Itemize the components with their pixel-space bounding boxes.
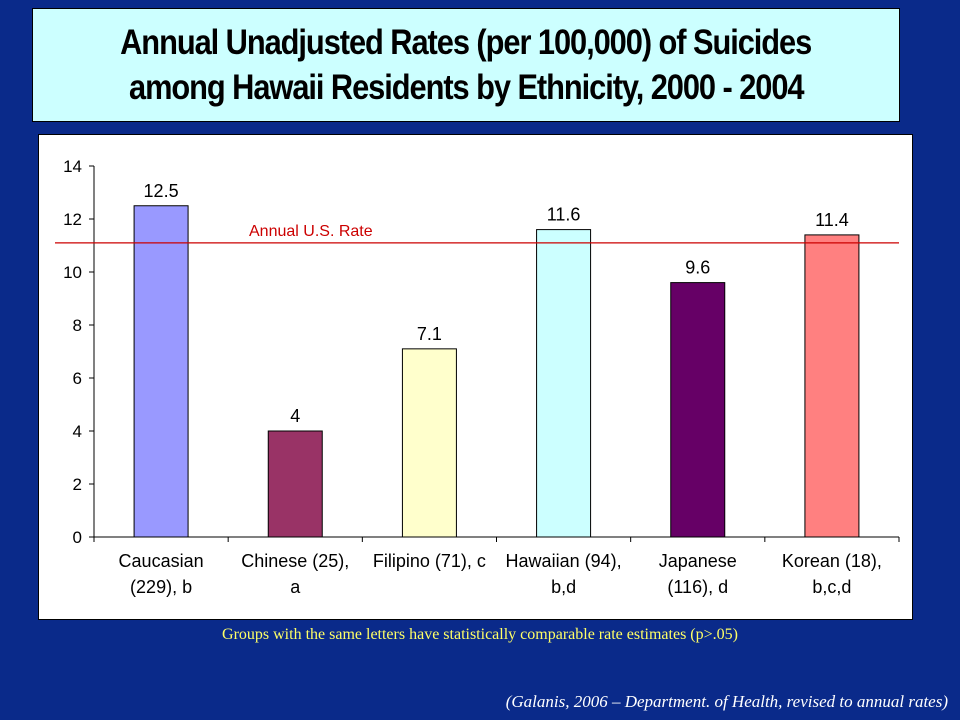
bar bbox=[133, 205, 189, 538]
footnote: Groups with the same letters have statis… bbox=[222, 626, 738, 643]
x-category-label: Chinese (25), bbox=[241, 551, 349, 571]
bar-chart: 0 2 4 6 8 10 12 14 12.5 Caucasian (229), b 4 Chinese… bbox=[55, 157, 900, 597]
x-category-label: (116), d bbox=[667, 577, 728, 597]
y-tick-label: 12 bbox=[63, 210, 82, 229]
chart-title-line-2: among Hawaii Residents by Ethnicity, 200… bbox=[128, 68, 805, 107]
x-category-label: Filipino (71), c bbox=[373, 551, 486, 571]
x-category-label: b,c,d bbox=[812, 577, 851, 597]
y-tick-label: 2 bbox=[73, 475, 82, 494]
x-category-label: a bbox=[290, 577, 301, 597]
y-tick-label: 4 bbox=[73, 422, 82, 441]
chart-area: 0 2 4 6 8 10 12 14 12.5 Caucasian (229), b 4 Chinese… bbox=[38, 134, 913, 620]
bar-value-label: 12.5 bbox=[144, 181, 179, 201]
x-category-label: b,d bbox=[551, 577, 576, 597]
title-box: Annual Unadjusted Rates (per 100,000) of… bbox=[32, 8, 900, 122]
source-citation: (Galanis, 2006 – Department. of Health, … bbox=[505, 692, 948, 711]
y-tick-label: 10 bbox=[63, 263, 82, 282]
x-category-label: Caucasian bbox=[119, 551, 204, 571]
bar-value-label: 7.1 bbox=[417, 324, 442, 344]
x-category-label: Japanese bbox=[659, 551, 737, 571]
bar bbox=[267, 430, 323, 538]
bar bbox=[536, 229, 592, 538]
bar bbox=[670, 282, 726, 538]
chart-title-line-1: Annual Unadjusted Rates (per 100,000) of… bbox=[120, 23, 812, 62]
bar-value-label: 4 bbox=[290, 406, 300, 426]
y-tick-label: 6 bbox=[73, 369, 82, 388]
y-tick-label: 0 bbox=[73, 528, 82, 547]
bar-value-label: 9.6 bbox=[685, 258, 710, 278]
x-category-label: Hawaiian (94), bbox=[506, 551, 622, 571]
x-category-label: Korean (18), bbox=[782, 551, 882, 571]
bar-value-label: 11.6 bbox=[547, 205, 581, 225]
bar bbox=[804, 234, 860, 538]
bar bbox=[401, 348, 457, 538]
bar-value-label: 11.4 bbox=[815, 210, 849, 230]
x-category-label: (229), b bbox=[130, 577, 192, 597]
y-tick-label: 14 bbox=[63, 157, 82, 176]
y-tick-label: 8 bbox=[73, 316, 82, 335]
us-rate-reference-label: Annual U.S. Rate bbox=[249, 223, 373, 240]
